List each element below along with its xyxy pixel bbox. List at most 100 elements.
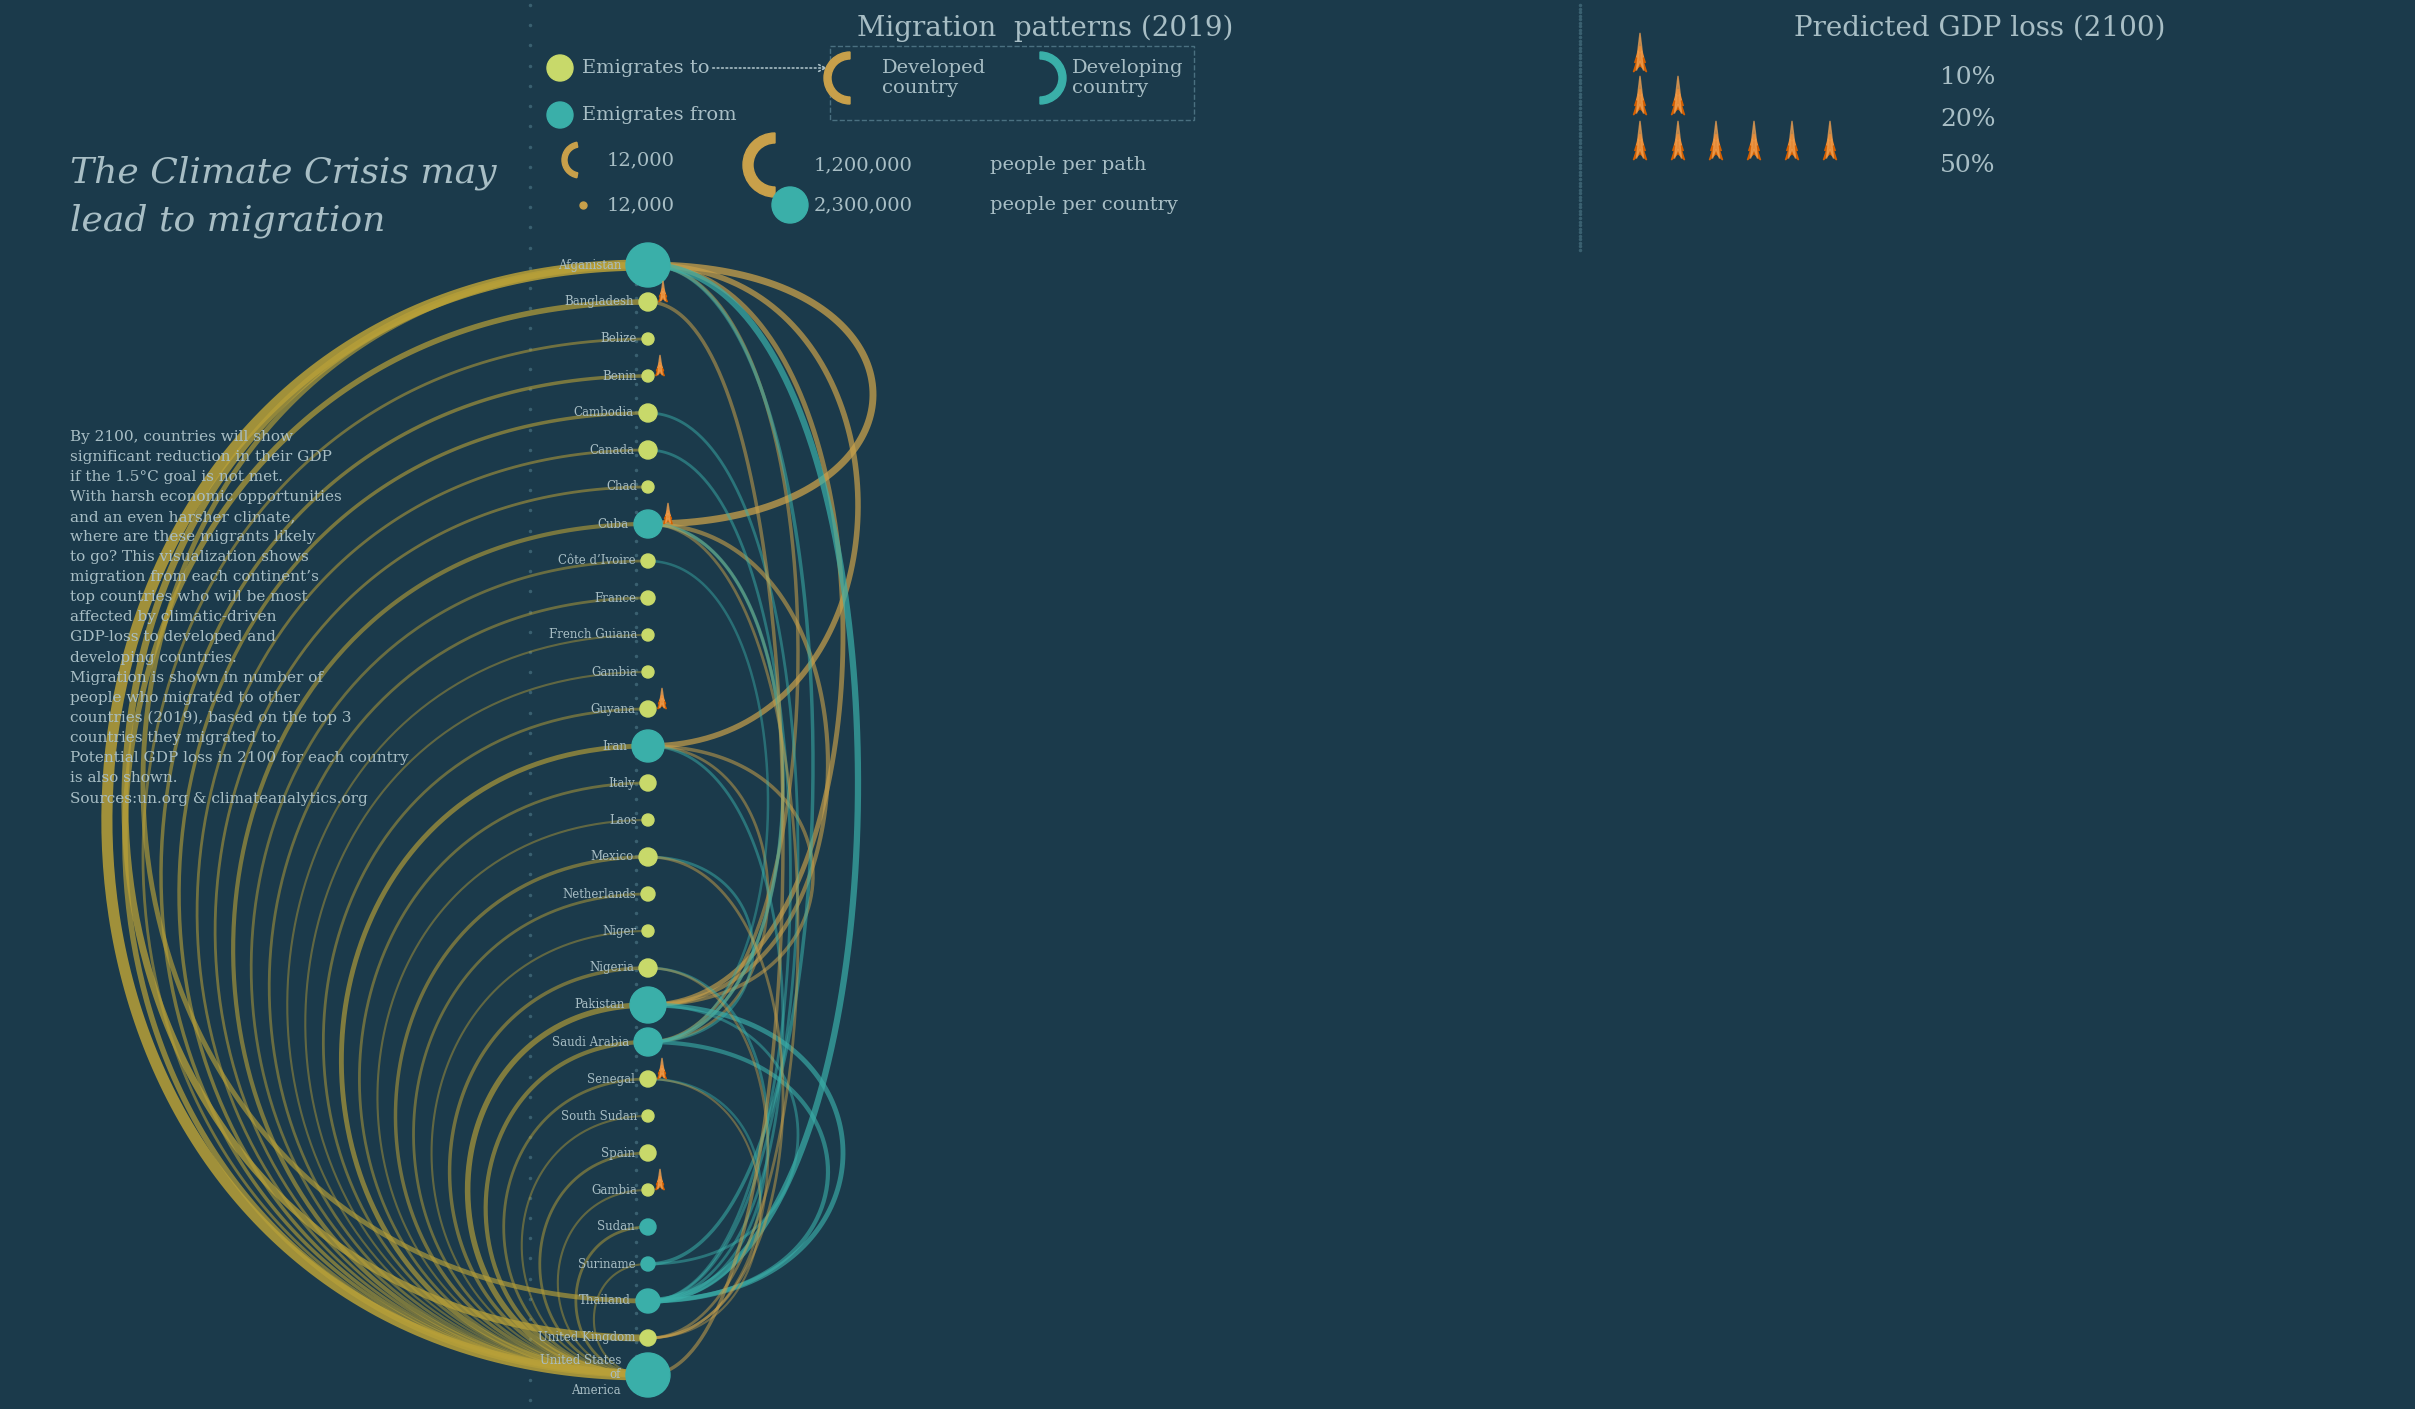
Text: 12,000: 12,000 <box>606 151 676 169</box>
Circle shape <box>635 510 662 538</box>
Polygon shape <box>657 1169 662 1189</box>
Polygon shape <box>654 362 664 376</box>
Polygon shape <box>1748 134 1761 161</box>
Polygon shape <box>659 688 664 709</box>
Polygon shape <box>659 287 667 302</box>
Polygon shape <box>1633 89 1647 116</box>
Circle shape <box>642 666 654 678</box>
Text: Nigeria: Nigeria <box>589 961 635 975</box>
Text: Spain: Spain <box>601 1147 635 1160</box>
Circle shape <box>640 702 657 717</box>
Polygon shape <box>657 695 667 709</box>
Text: people per country: people per country <box>990 196 1179 214</box>
Text: Cuba: Cuba <box>599 517 628 531</box>
Circle shape <box>642 628 654 641</box>
Circle shape <box>640 1071 657 1086</box>
Text: Predicted GDP loss (2100): Predicted GDP loss (2100) <box>1794 15 2166 42</box>
Polygon shape <box>1674 76 1681 114</box>
Text: Benin: Benin <box>601 369 638 382</box>
Circle shape <box>640 404 657 423</box>
Wedge shape <box>1041 52 1065 104</box>
Wedge shape <box>744 132 775 197</box>
Circle shape <box>642 480 654 493</box>
Polygon shape <box>1712 121 1719 159</box>
Text: By 2100, countries will show
significant reduction in their GDP
if the 1.5°C goa: By 2100, countries will show significant… <box>70 430 408 806</box>
Polygon shape <box>1826 121 1833 159</box>
Polygon shape <box>1633 134 1647 161</box>
Text: 50%: 50% <box>1939 154 1995 176</box>
Circle shape <box>640 960 657 976</box>
Circle shape <box>642 814 654 826</box>
Polygon shape <box>657 1065 667 1079</box>
Text: Gambia: Gambia <box>592 1184 638 1196</box>
Polygon shape <box>657 355 662 375</box>
Text: United Kingdom: United Kingdom <box>539 1332 635 1344</box>
Polygon shape <box>1674 121 1681 159</box>
Text: Bangladesh: Bangladesh <box>565 296 635 309</box>
Text: Gambia: Gambia <box>592 665 638 679</box>
Text: Netherlands: Netherlands <box>563 888 635 900</box>
Text: Thailand: Thailand <box>580 1295 630 1308</box>
Polygon shape <box>1751 121 1758 159</box>
Polygon shape <box>664 510 671 524</box>
Circle shape <box>642 333 654 345</box>
Polygon shape <box>1710 134 1722 161</box>
Text: Emigrates to: Emigrates to <box>582 59 710 77</box>
Polygon shape <box>1671 89 1686 116</box>
Polygon shape <box>1823 134 1835 161</box>
Polygon shape <box>667 503 671 523</box>
Circle shape <box>640 888 654 900</box>
Wedge shape <box>563 142 577 178</box>
Circle shape <box>548 55 572 80</box>
Text: Senegal: Senegal <box>587 1072 635 1085</box>
Polygon shape <box>1671 134 1686 161</box>
Circle shape <box>642 924 654 937</box>
Text: Canada: Canada <box>589 444 635 457</box>
Polygon shape <box>654 1177 664 1191</box>
Circle shape <box>640 1146 657 1161</box>
Wedge shape <box>824 52 850 104</box>
Text: Iran: Iran <box>601 740 628 752</box>
Text: Afganistan: Afganistan <box>558 258 621 272</box>
Polygon shape <box>1790 121 1797 159</box>
Circle shape <box>642 1110 654 1122</box>
Polygon shape <box>659 1058 664 1078</box>
Polygon shape <box>1637 76 1645 114</box>
Circle shape <box>548 101 572 128</box>
Circle shape <box>640 1330 657 1346</box>
Text: Italy: Italy <box>609 776 635 789</box>
Circle shape <box>625 242 669 287</box>
Text: people per path: people per path <box>990 156 1147 173</box>
Polygon shape <box>1637 32 1645 70</box>
Circle shape <box>635 1029 662 1055</box>
Circle shape <box>640 441 657 459</box>
Polygon shape <box>1633 46 1647 72</box>
Text: 10%: 10% <box>1939 65 1995 89</box>
Circle shape <box>635 1289 659 1313</box>
Circle shape <box>640 1219 657 1236</box>
Text: Mexico: Mexico <box>592 851 635 864</box>
Polygon shape <box>1785 134 1799 161</box>
Text: Saudi Arabia: Saudi Arabia <box>553 1036 628 1048</box>
Text: 1,200,000: 1,200,000 <box>814 156 913 173</box>
Circle shape <box>642 1184 654 1196</box>
Text: South Sudan: South Sudan <box>560 1109 638 1123</box>
Text: Niger: Niger <box>604 924 638 937</box>
Circle shape <box>640 554 654 568</box>
Circle shape <box>640 293 657 311</box>
Text: French Guiana: French Guiana <box>548 628 638 641</box>
Text: Chad: Chad <box>606 480 638 493</box>
Circle shape <box>642 371 654 382</box>
Text: Côte d’Ivoire: Côte d’Ivoire <box>558 555 635 568</box>
Text: Suriname: Suriname <box>577 1257 635 1271</box>
Circle shape <box>640 775 657 790</box>
Text: The Climate Crisis may
lead to migration: The Climate Crisis may lead to migration <box>70 155 497 238</box>
Text: Developing
country: Developing country <box>1072 59 1183 97</box>
Circle shape <box>630 986 667 1023</box>
Circle shape <box>625 1353 669 1396</box>
Text: Laos: Laos <box>609 813 638 827</box>
Circle shape <box>640 848 657 867</box>
Polygon shape <box>662 280 667 302</box>
Text: Cambodia: Cambodia <box>575 407 635 420</box>
Circle shape <box>633 730 664 762</box>
